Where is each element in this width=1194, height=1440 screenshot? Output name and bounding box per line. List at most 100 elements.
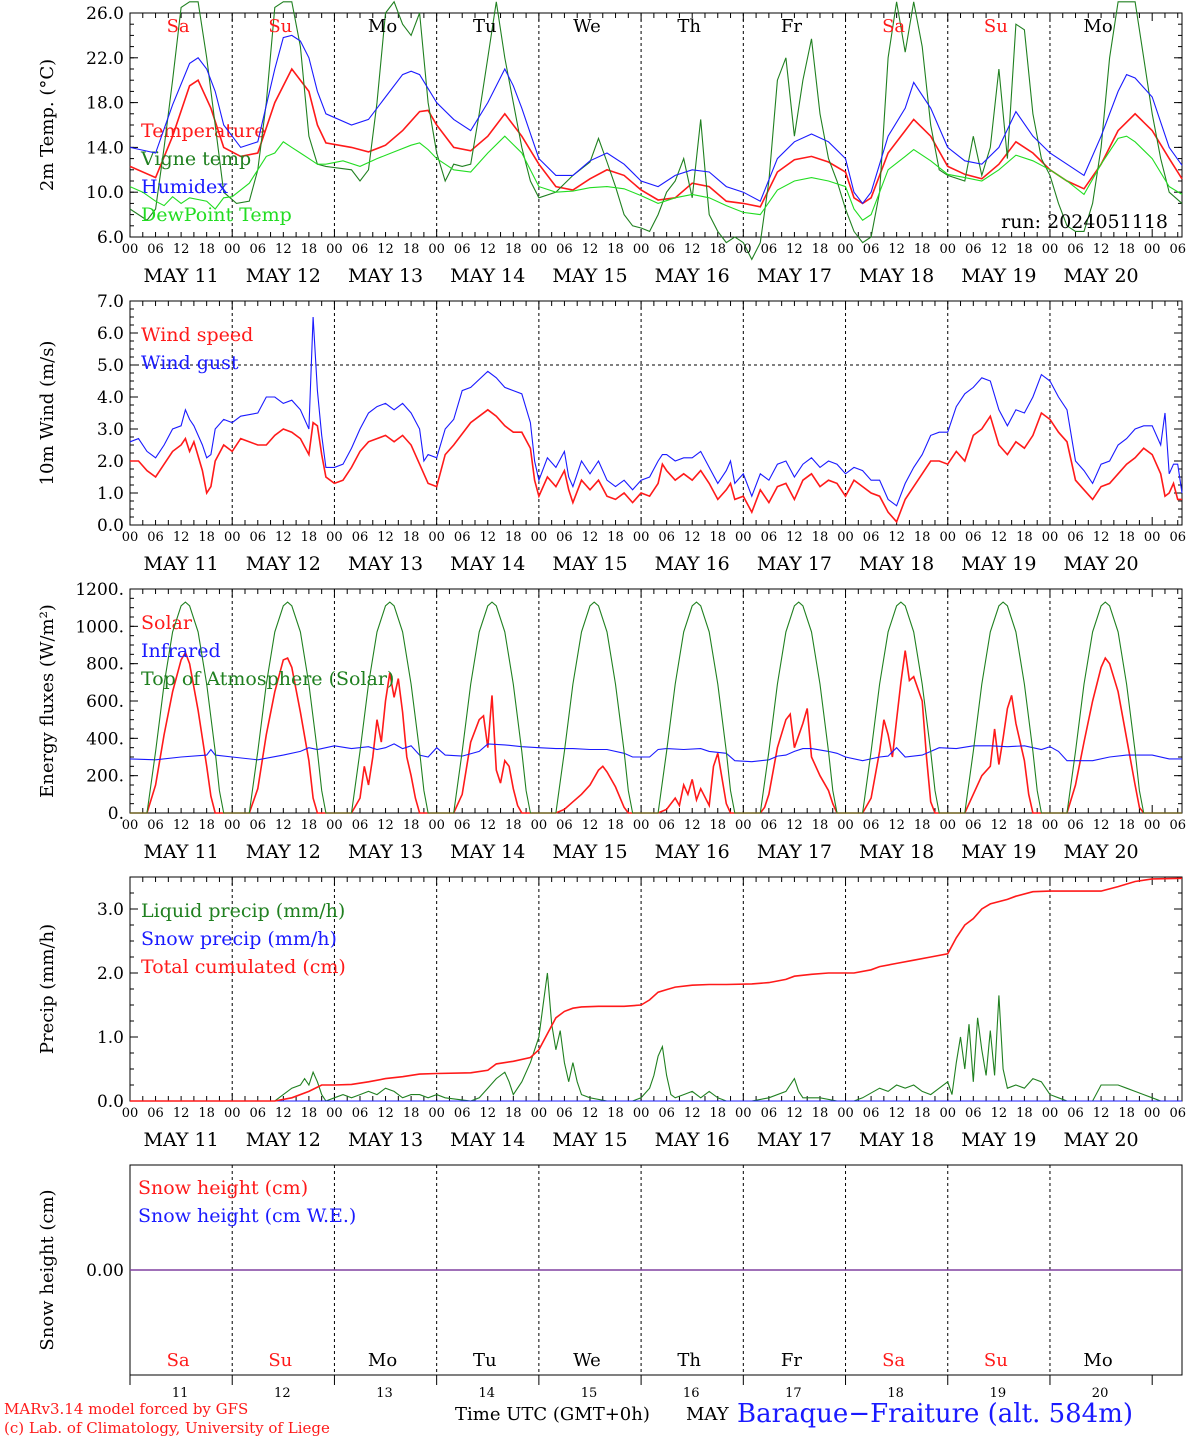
day-abbr: Tu xyxy=(473,1350,497,1371)
hour-tick-label: 12 xyxy=(582,1106,599,1121)
date-label: MAY 14 xyxy=(450,841,525,863)
day-abbr: Th xyxy=(677,1350,701,1371)
day-number-label: 19 xyxy=(990,1386,1007,1401)
hour-tick-label: 12 xyxy=(684,1106,701,1121)
y-axis-label: Precip (mm/h) xyxy=(37,924,58,1054)
hour-tick-label: 18 xyxy=(198,818,215,833)
day-abbr: Mo xyxy=(1083,16,1112,37)
hour-tick-label: 06 xyxy=(352,242,369,257)
hour-tick-label: 00 xyxy=(837,1106,854,1121)
hour-tick-label: 12 xyxy=(991,1106,1008,1121)
date-label: MAY 17 xyxy=(757,1129,832,1151)
hour-tick-label: 00 xyxy=(122,242,139,257)
hour-tick-label: 06 xyxy=(1067,242,1084,257)
legend-entry: Snow height (cm) xyxy=(138,1177,308,1199)
hour-tick-label: 18 xyxy=(607,530,624,545)
hour-tick-label: 12 xyxy=(1093,530,1110,545)
hour-tick-label: 12 xyxy=(479,818,496,833)
hour-tick-label: 18 xyxy=(301,530,318,545)
date-label: MAY 20 xyxy=(1063,553,1138,575)
legend-entry: Vigne temp xyxy=(140,148,251,170)
hour-tick-label: 18 xyxy=(607,242,624,257)
hour-tick-label: 00 xyxy=(122,1106,139,1121)
day-number-label: 15 xyxy=(581,1386,598,1401)
date-label: MAY 12 xyxy=(246,553,321,575)
hour-tick-label: 06 xyxy=(658,242,675,257)
date-label: MAY 19 xyxy=(961,265,1036,287)
y-tick-label: 2.0 xyxy=(97,964,124,984)
hour-tick-label: 00 xyxy=(326,818,343,833)
hour-tick-label: 18 xyxy=(301,242,318,257)
hour-tick-label: 12 xyxy=(173,530,190,545)
y-tick-label: 4.0 xyxy=(97,388,124,408)
hour-tick-label: 06 xyxy=(658,818,675,833)
hour-tick-label: 06 xyxy=(249,242,266,257)
hour-tick-label: 06 xyxy=(556,530,573,545)
hour-tick-label: 06 xyxy=(147,242,164,257)
series-line-total-cumulated-cm- xyxy=(130,877,1183,1102)
hour-tick-label: 18 xyxy=(1118,530,1135,545)
hour-tick-label: 00 xyxy=(531,242,548,257)
hour-tick-label: 06 xyxy=(1169,242,1186,257)
series-line-wind-gust xyxy=(129,316,1183,507)
hour-tick-label: 06 xyxy=(965,818,982,833)
day-abbr: Su xyxy=(984,16,1008,37)
date-label: MAY 18 xyxy=(859,841,934,863)
date-label: MAY 19 xyxy=(961,841,1036,863)
hour-tick-label: 00 xyxy=(939,818,956,833)
hour-tick-label: 18 xyxy=(403,818,420,833)
hour-tick-label: 12 xyxy=(582,242,599,257)
day-abbr: We xyxy=(573,16,601,37)
hour-tick-label: 00 xyxy=(735,242,752,257)
date-label: MAY 13 xyxy=(348,841,423,863)
hour-tick-label: 18 xyxy=(198,530,215,545)
y-axis-label: Snow height (cm) xyxy=(37,1189,58,1350)
hour-tick-label: 06 xyxy=(352,1106,369,1121)
y-tick-label: 0. xyxy=(108,804,124,824)
y-tick-label: 1.0 xyxy=(97,1028,124,1048)
day-abbr: Su xyxy=(268,16,292,37)
day-number-label: 11 xyxy=(172,1386,189,1401)
hour-tick-label: 00 xyxy=(837,242,854,257)
hour-tick-label: 18 xyxy=(914,1106,931,1121)
hour-tick-label: 00 xyxy=(837,818,854,833)
hour-tick-label: 06 xyxy=(147,530,164,545)
hour-tick-label: 06 xyxy=(249,1106,266,1121)
hour-tick-label: 12 xyxy=(275,530,292,545)
hour-tick-label: 12 xyxy=(377,818,394,833)
plot-frame xyxy=(129,588,1183,814)
date-label: MAY 12 xyxy=(246,1129,321,1151)
hour-tick-label: 12 xyxy=(1093,818,1110,833)
hour-tick-label: 18 xyxy=(812,818,829,833)
hour-tick-label: 00 xyxy=(633,818,650,833)
day-abbr: Fr xyxy=(781,16,802,37)
y-tick-label: 22.0 xyxy=(86,49,124,69)
lab-credit: (c) Lab. of Climatology, University of L… xyxy=(4,1419,330,1437)
date-label: MAY 15 xyxy=(552,265,627,287)
hour-tick-label: 18 xyxy=(403,1106,420,1121)
day-number-label: 17 xyxy=(785,1386,802,1401)
date-label: MAY 11 xyxy=(144,841,219,863)
hour-tick-label: 06 xyxy=(1169,530,1186,545)
y-tick-label: 0.0 xyxy=(97,516,124,536)
y-tick-label: 3.0 xyxy=(97,420,124,440)
y-tick-label: 6.0 xyxy=(97,228,124,248)
hour-tick-label: 00 xyxy=(735,1106,752,1121)
hour-tick-label: 00 xyxy=(326,242,343,257)
hour-tick-label: 00 xyxy=(428,818,445,833)
hour-tick-label: 00 xyxy=(326,530,343,545)
hour-tick-label: 12 xyxy=(173,818,190,833)
y-tick-label: 1200. xyxy=(75,580,124,600)
hour-tick-label: 12 xyxy=(991,530,1008,545)
series-line-liquid-precip-mm-h- xyxy=(130,972,1182,1102)
hour-tick-label: 12 xyxy=(173,1106,190,1121)
hour-tick-label: 12 xyxy=(377,530,394,545)
hour-tick-label: 18 xyxy=(301,818,318,833)
hour-tick-label: 00 xyxy=(735,818,752,833)
date-label: MAY 16 xyxy=(655,553,730,575)
y-tick-label: 7.0 xyxy=(97,292,124,312)
hour-tick-label: 18 xyxy=(914,242,931,257)
day-abbr: Mo xyxy=(368,1350,397,1371)
hour-tick-label: 06 xyxy=(454,818,471,833)
hour-tick-label: 06 xyxy=(1169,818,1186,833)
